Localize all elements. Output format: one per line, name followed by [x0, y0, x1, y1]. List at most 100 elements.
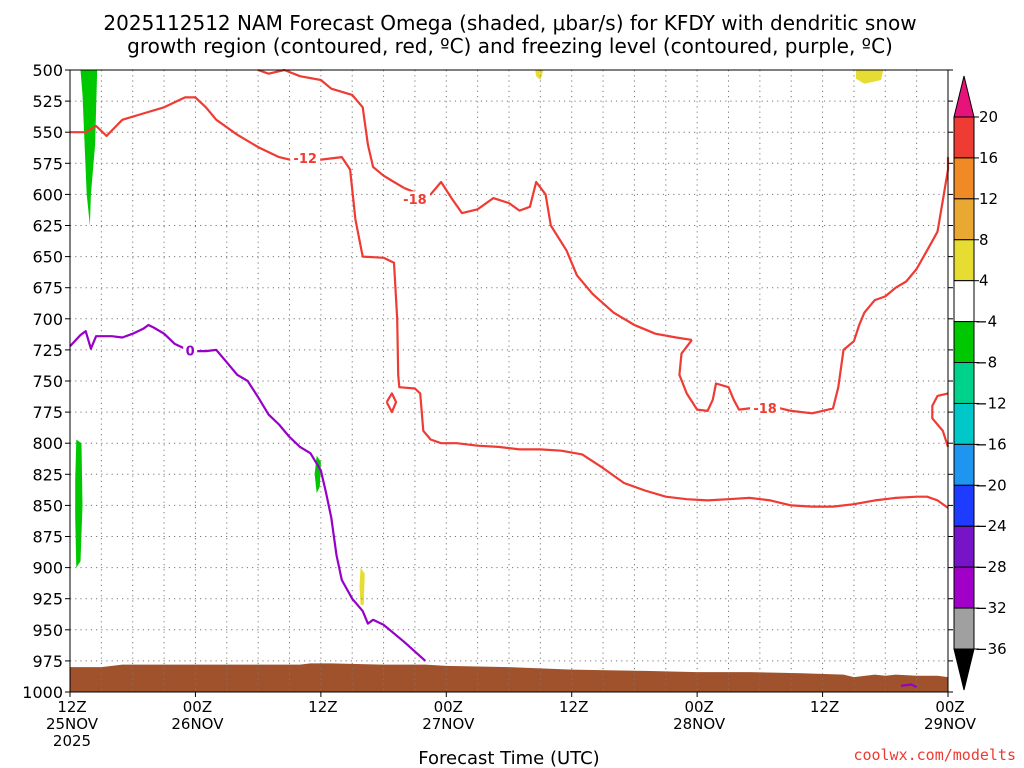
- x-tick-label: 00Z: [183, 698, 212, 716]
- contour-label: 0: [186, 345, 195, 360]
- omega-shade-region: [359, 567, 365, 605]
- x-tick-label: 26NOV: [171, 715, 224, 733]
- colorbar-label: −20: [975, 476, 1007, 494]
- terrain-fill: [70, 663, 948, 692]
- colorbar-bin: [953, 566, 975, 609]
- colorbar-bin: [953, 157, 975, 200]
- dendritic-contour-line: [70, 96, 949, 509]
- y-tick-label: 550: [32, 123, 63, 142]
- contour-layer: [69, 68, 950, 688]
- x-tick-label: 28NOV: [673, 715, 726, 733]
- x-tick-label: 00Z: [684, 698, 713, 716]
- omega-shading-layer: [75, 70, 884, 605]
- dendritic-contour-line: [257, 68, 406, 190]
- colorbar-label: 12: [979, 190, 998, 208]
- y-tick-label: 500: [32, 61, 63, 80]
- colorbar-bin: [953, 321, 975, 364]
- colorbar-label: 16: [979, 149, 998, 167]
- x-tick-label: 12Z: [308, 698, 337, 716]
- colorbar-bin: [953, 525, 975, 568]
- y-tick-label: 625: [32, 217, 63, 236]
- omega-shade-region: [80, 70, 98, 226]
- y-tick-label: 1000: [22, 683, 63, 702]
- colorbar-bin: [953, 484, 975, 527]
- contour-label-layer: -12 -18 -18 0: [183, 150, 781, 417]
- x-tick-label: 12Z: [810, 698, 839, 716]
- colorbar-label: −4: [975, 313, 997, 331]
- credit-text: coolwx.com/modelts: [853, 746, 1016, 764]
- x-tick-label: 00Z: [434, 698, 463, 716]
- y-tick-label: 700: [32, 310, 63, 329]
- colorbar-label: −32: [975, 599, 1007, 617]
- omega-shade-region: [535, 70, 544, 80]
- colorbar-label: −8: [975, 354, 997, 372]
- x-tick-label: 2025: [53, 732, 91, 750]
- freezing-level-contour-line: [900, 683, 918, 688]
- colorbar-label: −24: [975, 517, 1007, 535]
- colorbar-bin: [953, 443, 975, 486]
- x-tick-label: 12Z: [559, 698, 588, 716]
- colorbar-bin: [953, 280, 975, 323]
- dendritic-contour-line: [678, 157, 950, 415]
- omega-shade-region: [75, 439, 83, 568]
- colorbar-bin: [953, 362, 975, 404]
- y-tick-label: 750: [32, 372, 63, 391]
- y-tick-label: 975: [32, 652, 63, 671]
- colorbar-label: −36: [975, 640, 1007, 658]
- contour-label: -18: [403, 193, 427, 208]
- y-tick-label: 650: [32, 248, 63, 267]
- y-tick-label: 525: [32, 92, 63, 111]
- chart-title: 2025112512 NAM Forecast Omega (shaded, μ…: [103, 11, 916, 58]
- grid-layer: [69, 69, 949, 693]
- title-line-2: growth region (contoured, red, ºC) and f…: [127, 34, 893, 58]
- y-tick-label: 775: [32, 403, 63, 422]
- y-tick-label: 875: [32, 528, 63, 547]
- y-tick-label: 800: [32, 434, 63, 453]
- contour-label-bg: [750, 400, 781, 415]
- contour-label: -12: [293, 152, 317, 167]
- x-tick-label: 25NOV: [46, 715, 99, 733]
- contour-label-bg: [399, 191, 430, 206]
- colorbar-label: 20: [979, 108, 998, 126]
- y-tick-label: 675: [32, 279, 63, 298]
- x-tick-label: 29NOV: [924, 715, 977, 733]
- omega-shade-region: [314, 455, 321, 493]
- y-tick-label: 850: [32, 496, 63, 515]
- dendritic-contour-line: [404, 180, 693, 341]
- contour-label-bg: [290, 150, 321, 165]
- dendritic-contour-line: [931, 392, 950, 448]
- y-tick-label: 925: [32, 590, 63, 609]
- colorbar-label: −16: [975, 435, 1007, 453]
- colorbar-bin: [953, 116, 975, 159]
- dendritic-contour-line: [385, 392, 398, 414]
- colorbar-top-arrow: [953, 75, 975, 118]
- omega-shade-region: [856, 70, 884, 84]
- x-tick-label: 12Z: [57, 698, 86, 716]
- colorbar-label: −28: [975, 558, 1007, 576]
- colorbar-label: −12: [975, 394, 1007, 412]
- y-tick-label: 825: [32, 465, 63, 484]
- y-tick-label: 950: [32, 621, 63, 640]
- plot-frame: [69, 69, 949, 693]
- colorbar-bin: [953, 402, 975, 445]
- colorbar: 20 16 12 8 4 −4 −8 −12 −16 −20 −24 −28 −32 −36: [953, 75, 1007, 691]
- y-tick-label: 575: [32, 154, 63, 173]
- contour-label-bg: [183, 343, 198, 358]
- x-axis-title: Forecast Time (UTC): [418, 748, 599, 768]
- terrain-layer: [70, 663, 948, 692]
- x-tick-label: 00Z: [935, 698, 964, 716]
- colorbar-bin: [953, 198, 975, 241]
- contour-label: -18: [753, 402, 777, 417]
- y-tick-label: 600: [32, 185, 63, 204]
- x-tick-label: 27NOV: [422, 715, 475, 733]
- colorbar-bin: [953, 239, 975, 282]
- colorbar-label: 8: [979, 231, 989, 249]
- y-tick-label: 900: [32, 559, 63, 578]
- title-line-1: 2025112512 NAM Forecast Omega (shaded, μ…: [103, 11, 916, 35]
- y-axis: 500 525 550 575 600 625 650 675 700 725 750 775 800 8…: [22, 61, 953, 702]
- colorbar-bin: [953, 607, 975, 650]
- colorbar-label: 4: [979, 272, 989, 290]
- y-tick-label: 725: [32, 341, 63, 360]
